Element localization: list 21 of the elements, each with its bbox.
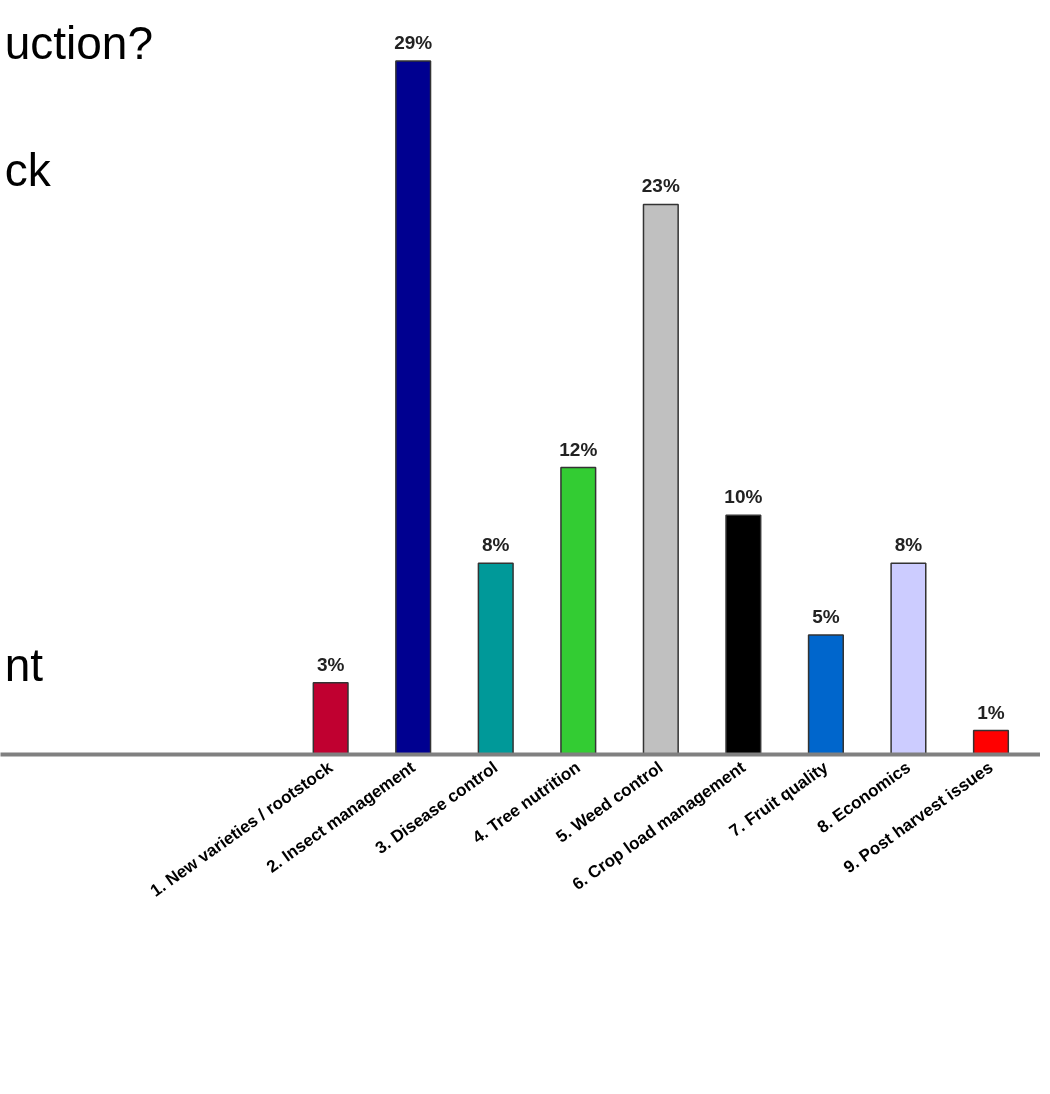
data-label: 1% xyxy=(977,701,1005,723)
bar xyxy=(725,514,762,755)
text: ck xyxy=(4,144,52,197)
data-label: 8% xyxy=(482,534,510,556)
bar xyxy=(312,682,349,755)
bar xyxy=(395,60,432,755)
bar xyxy=(560,466,597,755)
bar xyxy=(477,562,514,755)
data-label: 29% xyxy=(394,31,433,53)
data-label: 23% xyxy=(641,175,680,197)
bar xyxy=(807,634,844,755)
bar xyxy=(642,203,679,755)
data-label: 8% xyxy=(894,534,923,556)
text: nt xyxy=(4,638,44,691)
bar xyxy=(972,729,1010,755)
bar xyxy=(890,562,927,755)
data-label: 5% xyxy=(812,605,840,627)
data-label: 3% xyxy=(316,653,345,675)
data-label: 12% xyxy=(559,438,598,460)
text: uction? xyxy=(4,16,153,69)
data-label: 10% xyxy=(724,486,763,508)
